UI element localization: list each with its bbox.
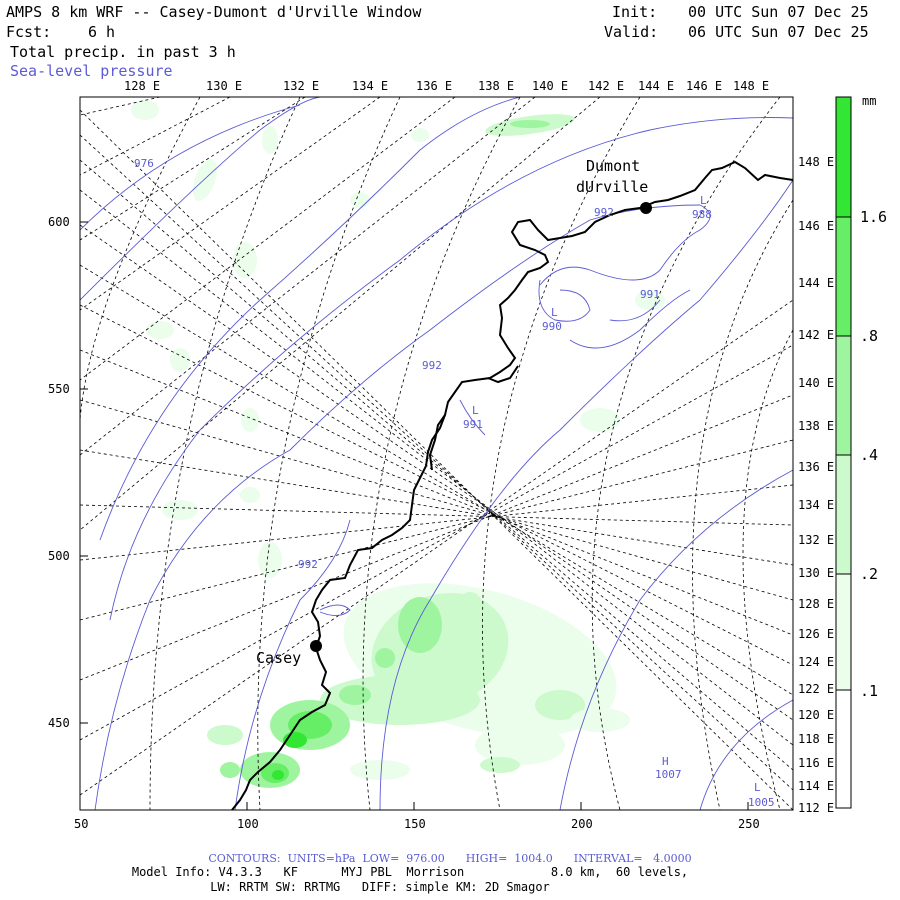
right-lon-label: 126 E <box>798 627 835 641</box>
isobar-label: 992 <box>594 206 614 219</box>
colorbar-label: .4 <box>860 446 879 464</box>
isobar-label: 992 <box>422 359 442 372</box>
right-lon-label: 116 E <box>798 756 835 770</box>
coastline <box>231 160 794 811</box>
valid-label: Valid: <box>604 23 659 41</box>
top-lon-label: 140 E <box>532 79 569 93</box>
right-lon-label: 146 E <box>798 219 835 233</box>
top-lon-label: 138 E <box>478 79 515 93</box>
isobar-label: 1007 <box>655 768 682 781</box>
bottom-axis-label: 150 <box>404 817 426 831</box>
physics-info: LW: RRTM SW: RRTMG DIFF: simple KM: 2D S… <box>210 880 550 894</box>
low-pressure-marker: L <box>551 306 558 319</box>
low-pressure-marker: L <box>472 404 479 417</box>
right-lon-label: 114 E <box>798 779 835 793</box>
left-axis-label: 550 <box>48 382 70 396</box>
field-precip-label: Total precip. in past 3 h <box>10 43 236 61</box>
isobar-label: 992 <box>298 558 318 571</box>
colorbar-label: 1.6 <box>860 208 888 226</box>
right-lon-label: 144 E <box>798 276 835 290</box>
right-lon-label: 122 E <box>798 682 835 696</box>
top-lon-label: 144 E <box>638 79 675 93</box>
right-lon-label: 134 E <box>798 498 835 512</box>
bottom-axis-label: 50 <box>74 817 89 831</box>
low-pressure-marker: L <box>700 194 707 207</box>
top-lon-label: 134 E <box>352 79 389 93</box>
dumont-label-line1: Dumont <box>586 157 641 175</box>
isobar-label: 1005 <box>748 796 775 809</box>
right-lon-label: 140 E <box>798 376 835 390</box>
top-lon-label: 136 E <box>416 79 453 93</box>
right-lon-label: 138 E <box>798 419 835 433</box>
left-axis-label: 600 <box>48 215 70 229</box>
top-lon-label: 130 E <box>206 79 243 93</box>
bottom-axis-label: 100 <box>237 817 259 831</box>
right-lon-label: 112 E <box>798 801 835 815</box>
high-pressure-marker: H <box>662 755 669 768</box>
colorbar-unit: mm <box>862 94 877 108</box>
casey-label: Casey <box>256 649 302 667</box>
model-info: Model Info: V4.3.3 KF MYJ PBL Morrison 8… <box>131 865 689 879</box>
map-title: AMPS 8 km WRF -- Casey-Dumont d'Urville … <box>6 3 422 21</box>
frame-ticks <box>79 221 749 810</box>
forecast-value: 6 h <box>88 23 116 41</box>
precip-shading <box>131 100 665 788</box>
right-lon-label: 148 E <box>798 155 835 169</box>
left-axis-label: 500 <box>48 549 70 563</box>
right-lon-label: 118 E <box>798 732 835 746</box>
right-lon-label: 128 E <box>798 597 835 611</box>
map-frame <box>79 96 794 811</box>
right-lon-label: 142 E <box>798 328 835 342</box>
init-label: Init: <box>612 3 658 21</box>
isobars <box>80 97 793 810</box>
casey-station-marker <box>310 640 322 652</box>
low-pressure-marker: L <box>754 781 761 794</box>
right-lon-label: 130 E <box>798 566 835 580</box>
bottom-axis-label: 250 <box>738 817 760 831</box>
valid-time: 06 UTC Sun 07 Dec 25 <box>688 23 869 41</box>
dumont-station-marker <box>640 202 652 214</box>
right-lon-label: 132 E <box>798 533 835 547</box>
contour-info: CONTOURS: UNITS=hPa LOW= 976.00 HIGH= 10… <box>208 852 692 865</box>
top-lon-label: 146 E <box>686 79 723 93</box>
dumont-label-line2: dUrville <box>576 178 649 196</box>
top-lon-label: 142 E <box>588 79 625 93</box>
isobar-label: 976 <box>134 157 154 170</box>
right-lon-label: 136 E <box>798 460 835 474</box>
isobar-label: 991 <box>463 418 483 431</box>
init-time: 00 UTC Sun 07 Dec 25 <box>688 3 869 21</box>
right-lon-label: 120 E <box>798 708 835 722</box>
isobar-label: 988 <box>692 208 712 221</box>
forecast-label: Fcst: <box>6 23 52 41</box>
top-lon-label: 132 E <box>283 79 320 93</box>
colorbar-label: .8 <box>860 327 879 345</box>
colorbar-label: .2 <box>860 565 879 583</box>
isobar-label: 990 <box>542 320 562 333</box>
colorbar-label: .1 <box>860 682 879 700</box>
bottom-axis-label: 200 <box>571 817 593 831</box>
top-lon-label: 148 E <box>733 79 770 93</box>
colorbar <box>835 96 852 809</box>
left-axis-label: 450 <box>48 716 70 730</box>
isobar-label: 991 <box>640 288 660 301</box>
top-lon-label: 128 E <box>124 79 161 93</box>
field-pressure-label: Sea-level pressure <box>10 62 173 80</box>
right-lon-label: 124 E <box>798 655 835 669</box>
